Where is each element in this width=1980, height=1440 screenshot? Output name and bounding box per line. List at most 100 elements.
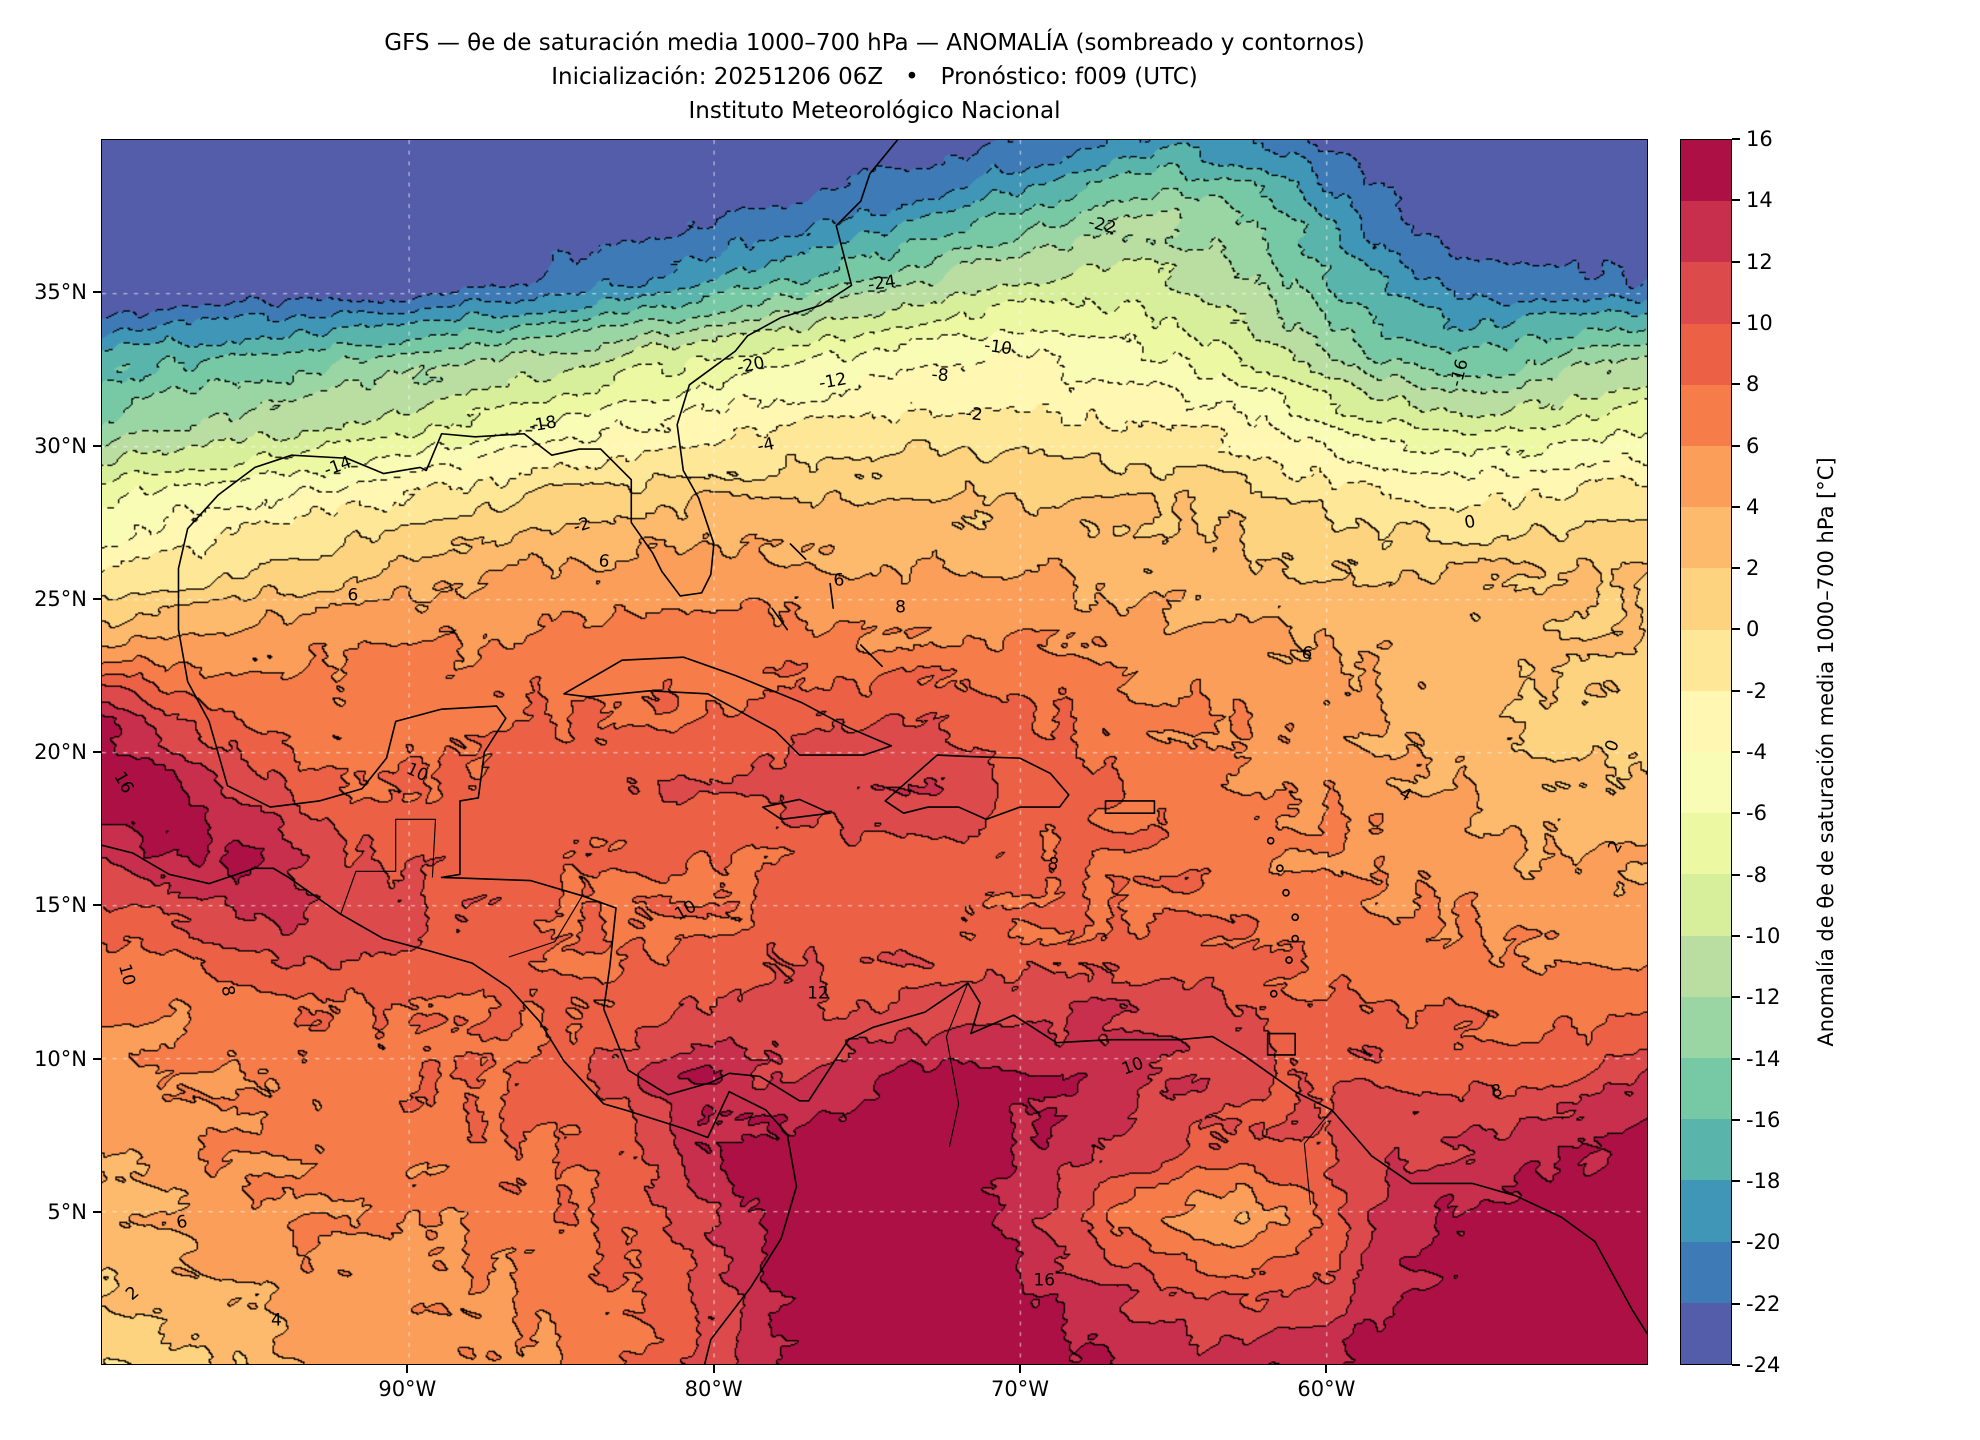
colorbar-tick-label: 10 (1746, 310, 1773, 335)
x-tick-mark (1019, 1365, 1021, 1373)
contour-label: 8 (895, 597, 906, 618)
contour-label: 6 (833, 569, 846, 591)
contour-label: 16 (1033, 1270, 1056, 1291)
colorbar-tick-mark (1732, 873, 1740, 876)
y-tick-mark (93, 597, 101, 600)
colorbar-cell (1681, 935, 1731, 997)
colorbar-tick-label: 16 (1746, 127, 1773, 151)
y-tick-label: 15°N (34, 893, 87, 918)
map-plot-area: -24 -22 -20 -18 -16 -14 -12 -10 -8 -4 -2 -2 0 0 2 4 6 6 6 6… (101, 139, 1648, 1365)
contour-label: 4 (1395, 783, 1416, 806)
colorbar-tick-mark (1732, 383, 1740, 386)
colorbar-tick-mark (1732, 1180, 1740, 1183)
contour-label: 6 (597, 551, 611, 573)
colorbar-tick-label: -2 (1746, 678, 1767, 703)
colorbar-tick-mark (1732, 505, 1740, 508)
colorbar-tick-label: -6 (1746, 801, 1767, 826)
colorbar-tick-label: -8 (1746, 862, 1767, 887)
colorbar-cell (1681, 262, 1731, 324)
y-tick-mark (93, 1057, 101, 1060)
y-tick-label: 30°N (34, 433, 87, 458)
contour-label: -10 (983, 335, 1014, 360)
colorbar-tick-label: 6 (1746, 433, 1760, 458)
contour-label: -2 (571, 512, 594, 538)
colorbar-cell (1681, 1057, 1731, 1120)
colorbar-cell (1681, 1241, 1731, 1303)
contour-label: -16 (1446, 356, 1474, 389)
contour-label: -22 (1086, 212, 1119, 239)
x-tick-label: 60°W (1297, 1377, 1356, 1401)
contour-label: 10 (403, 759, 432, 787)
colorbar-tick-mark (1732, 812, 1740, 815)
contour-label: -4 (755, 433, 777, 458)
colorbar-tick-mark (1732, 321, 1740, 324)
colorbar-tick-label: -22 (1746, 1291, 1781, 1316)
colorbar-tick-mark (1732, 689, 1740, 692)
chart-title: GFS — θe de saturación media 1000–700 hP… (384, 30, 1365, 56)
contour-label: 8 (217, 983, 239, 998)
colorbar-tick-label: -12 (1746, 985, 1781, 1010)
contour-label: -2 (964, 404, 984, 426)
colorbar-tick-mark (1732, 628, 1740, 631)
y-tick-mark (93, 291, 101, 294)
colorbar-tick-mark (1732, 934, 1740, 937)
x-tick-label: 70°W (991, 1377, 1049, 1401)
colorbar-cell (1681, 1119, 1731, 1181)
contour-label: 4 (270, 1310, 282, 1331)
colorbar-tick-mark (1732, 1302, 1740, 1305)
contour-label: 8 (1489, 1080, 1505, 1103)
colorbar-tick-mark (1732, 260, 1740, 263)
colorbar-cell (1681, 751, 1731, 814)
y-tick-mark (93, 751, 101, 753)
colorbar-cell (1681, 813, 1731, 875)
contour-label: 6 (347, 585, 359, 606)
chart-title-block: GFS — θe de saturación media 1000–700 hP… (101, 26, 1648, 128)
colorbar-cell (1681, 384, 1731, 446)
y-tick-label: 5°N (47, 1199, 87, 1224)
y-tick-label: 10°N (34, 1046, 87, 1071)
contour-label: 10 (671, 896, 701, 925)
y-tick-mark (93, 444, 101, 447)
contour-label: 16 (109, 767, 138, 797)
colorbar-tick-label: 8 (1746, 372, 1760, 397)
colorbar-tick-label: -20 (1746, 1230, 1781, 1255)
contour-label: 6 (1300, 642, 1315, 665)
x-tick-label: 80°W (684, 1377, 743, 1401)
colorbar-tick-mark (1732, 444, 1740, 447)
colorbar-tick-mark (1732, 1241, 1740, 1244)
colorbar-tick-mark (1732, 996, 1740, 999)
y-tick-label: 35°N (34, 280, 87, 305)
colorbar-axis-label: Anomalía de θe de saturación media 1000–… (1814, 457, 1838, 1047)
contour-label: 2 (121, 1282, 143, 1305)
colorbar-tick-mark (1732, 1364, 1740, 1366)
colorbar-cell (1681, 629, 1731, 691)
colorbar-tick-label: 12 (1746, 249, 1773, 274)
colorbar-tick-label: 14 (1746, 188, 1773, 213)
x-tick-mark (712, 1365, 715, 1373)
colorbar-tick-label: -24 (1746, 1353, 1781, 1377)
contour-label: -14 (320, 452, 354, 482)
colorbar-tick-label: -16 (1746, 1107, 1781, 1132)
colorbar-cell (1681, 507, 1731, 569)
colorbar-tick-mark (1732, 751, 1740, 753)
colorbar-cell (1681, 1180, 1731, 1242)
y-tick-mark (93, 1210, 101, 1213)
contour-label: 0 (1601, 737, 1625, 755)
colorbar-tick-mark (1732, 138, 1740, 140)
contour-label: -12 (817, 368, 849, 394)
colorbar-cell (1681, 139, 1731, 202)
contour-label: 8 (1046, 853, 1061, 876)
contour-label: -8 (930, 364, 950, 386)
colorbar-cell (1681, 996, 1731, 1058)
y-tick-label: 20°N (34, 740, 87, 764)
colorbar-cell (1681, 201, 1731, 263)
colorbar-cell (1681, 445, 1731, 508)
colorbar-cell (1681, 690, 1731, 752)
colorbar-tick-mark (1732, 567, 1740, 570)
colorbar-cell (1681, 874, 1731, 936)
x-tick-mark (1325, 1365, 1328, 1373)
colorbar-cell (1681, 323, 1731, 385)
colorbar-tick-label: 2 (1746, 556, 1760, 581)
contour-label: 10 (114, 962, 140, 989)
